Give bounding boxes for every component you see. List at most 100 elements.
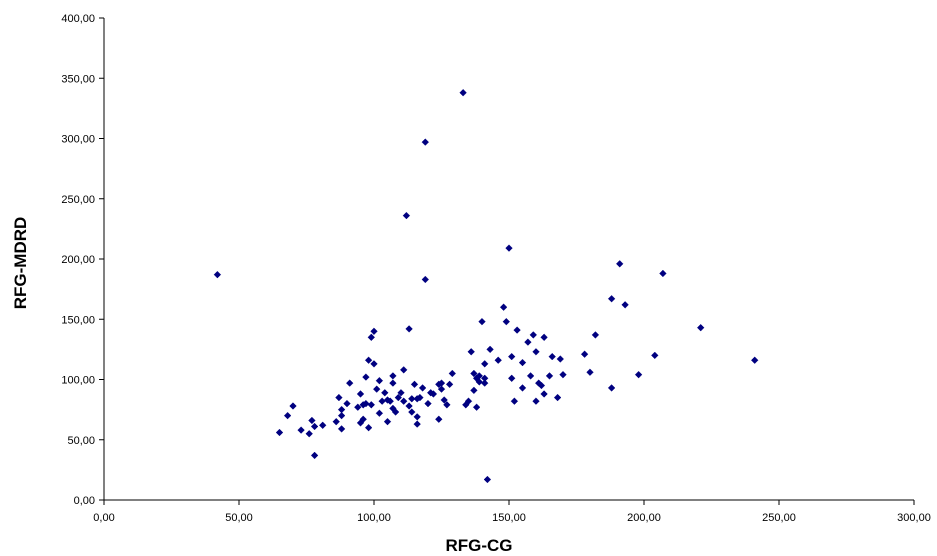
data-point — [364, 424, 373, 432]
data-point — [443, 401, 451, 409]
data-point — [470, 386, 478, 395]
data-point — [553, 393, 562, 402]
data-point — [310, 422, 319, 431]
x-tick-label: 300,00 — [897, 512, 931, 524]
y-tick-label: 50,00 — [67, 435, 95, 447]
data-point — [356, 390, 365, 398]
data-point — [305, 430, 313, 438]
data-point — [391, 408, 400, 416]
data-point — [405, 325, 413, 333]
data-point — [413, 413, 421, 421]
data-point — [375, 377, 384, 385]
data-point — [494, 356, 502, 364]
data-point — [310, 451, 319, 460]
data-point — [354, 403, 362, 411]
data-point — [337, 425, 346, 433]
y-tick-label: 0,00 — [74, 495, 95, 507]
data-point — [413, 420, 421, 428]
data-point — [481, 379, 489, 387]
data-point — [367, 333, 375, 342]
data-point — [486, 345, 494, 354]
data-point — [537, 381, 546, 390]
data-point — [394, 393, 402, 402]
data-point — [607, 295, 616, 303]
data-point — [508, 352, 516, 361]
data-point — [535, 379, 543, 387]
data-point — [346, 379, 354, 387]
data-point — [337, 411, 346, 420]
data-point — [470, 369, 478, 378]
data-point — [297, 426, 305, 434]
data-point — [362, 373, 370, 381]
data-point — [475, 378, 483, 386]
data-point — [616, 260, 624, 268]
data-point — [545, 372, 554, 380]
data-point — [448, 369, 456, 378]
data-point — [283, 411, 292, 420]
data-points — [213, 89, 759, 484]
data-point — [607, 384, 616, 392]
data-point — [378, 397, 386, 405]
data-point — [513, 326, 521, 334]
data-point — [751, 356, 759, 364]
data-point — [532, 397, 540, 405]
y-axis: 0,00 50,00 100,00 150,00 200,00 250,00 300,00 3… — [61, 13, 105, 507]
data-point — [475, 372, 483, 380]
data-point — [405, 402, 413, 410]
data-point — [634, 370, 643, 379]
data-point — [362, 399, 370, 408]
data-point — [499, 303, 508, 311]
x-tick-label: 100,00 — [357, 512, 391, 524]
data-point — [481, 360, 489, 368]
data-point — [421, 138, 429, 146]
data-point — [518, 384, 527, 392]
data-point — [332, 417, 340, 426]
data-point — [697, 324, 705, 332]
data-point — [651, 351, 659, 360]
data-point — [464, 397, 473, 405]
data-point — [435, 415, 443, 423]
data-point — [505, 244, 513, 252]
data-point — [383, 417, 392, 426]
y-axis-title: RFG-MDRD — [11, 217, 30, 310]
x-axis-title: RFG-CG — [445, 536, 512, 555]
data-point — [540, 390, 548, 398]
data-point — [532, 348, 540, 356]
y-tick-label: 350,00 — [61, 73, 95, 85]
data-point — [375, 409, 384, 417]
data-point — [408, 408, 416, 416]
data-point — [319, 421, 327, 429]
y-tick-label: 250,00 — [61, 194, 95, 206]
data-point — [478, 317, 486, 326]
data-point — [556, 355, 564, 363]
data-point — [370, 327, 378, 335]
data-point — [559, 370, 567, 379]
data-point — [308, 416, 316, 425]
data-point — [526, 372, 535, 380]
x-tick-label: 200,00 — [627, 512, 661, 524]
data-point — [424, 399, 432, 408]
data-point — [459, 89, 467, 97]
data-point — [437, 385, 446, 393]
y-tick-label: 400,00 — [61, 13, 95, 25]
data-point — [389, 379, 397, 387]
data-point — [367, 401, 375, 409]
x-tick-label: 0,00 — [93, 512, 114, 524]
data-point — [472, 403, 481, 411]
data-point — [540, 333, 548, 342]
data-point — [289, 402, 297, 410]
data-point — [659, 269, 667, 278]
data-point — [402, 211, 411, 220]
data-point — [445, 380, 454, 389]
data-point — [440, 396, 448, 404]
y-tick-label: 300,00 — [61, 134, 95, 146]
y-tick-label: 150,00 — [61, 314, 95, 326]
data-point — [408, 395, 416, 403]
y-tick-label: 100,00 — [61, 375, 95, 387]
data-point — [591, 331, 600, 339]
data-point — [386, 397, 394, 405]
data-point — [483, 475, 492, 484]
data-point — [429, 390, 438, 398]
data-point — [502, 317, 510, 326]
